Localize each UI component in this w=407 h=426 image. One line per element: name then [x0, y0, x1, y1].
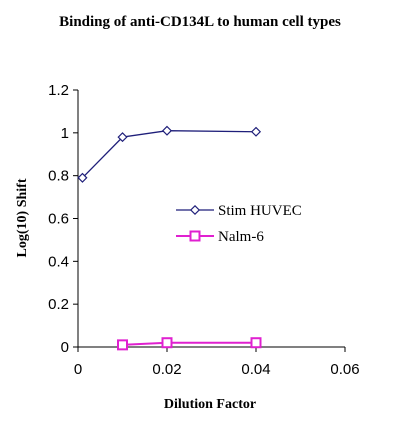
- data-point: [161, 125, 173, 136]
- x-tick-label: 0.06: [330, 361, 359, 378]
- series-stim-huvec: [77, 125, 262, 183]
- data-point: [77, 172, 88, 183]
- x-tick-label: 0: [74, 361, 82, 378]
- x-tick-label: 0.02: [152, 361, 181, 378]
- legend-item-nalm-6: Nalm-6: [176, 229, 264, 245]
- data-point: [250, 337, 262, 349]
- x-tick-labels: 0 0.02 0.04 0.06: [74, 361, 360, 378]
- series-line-stim-huvec: [81, 130, 257, 179]
- legend-label-stim-huvec: Stim HUVEC: [218, 203, 302, 219]
- data-point: [161, 337, 173, 349]
- y-tick-label: 1: [61, 125, 69, 142]
- legend-label-nalm-6: Nalm-6: [218, 229, 264, 245]
- legend-marker-nalm-6: [189, 230, 201, 242]
- y-tick-label: 0.2: [48, 296, 69, 313]
- series-nalm-6: [117, 337, 262, 351]
- x-tick-label: 0.04: [241, 361, 270, 378]
- legend-item-stim-huvec: Stim HUVEC: [176, 203, 302, 219]
- x-axis-label: Dilution Factor: [164, 397, 256, 412]
- y-tick-label: 0.4: [48, 253, 69, 270]
- legend-marker-stim-huvec: [189, 204, 201, 216]
- y-tick-label: 0.8: [48, 168, 69, 185]
- series-layer: [77, 125, 262, 351]
- data-point: [117, 339, 128, 351]
- data-point: [117, 132, 128, 143]
- y-tick-labels: 0 0.2 0.4 0.6 0.8 1 1.2: [48, 82, 69, 356]
- axes: [73, 89, 346, 352]
- y-tick-label: 0: [61, 339, 69, 356]
- series-line-nalm-6: [122, 341, 256, 346]
- y-axis-label: Log(10) Shift: [15, 178, 30, 257]
- y-tick-label: 1.2: [48, 82, 69, 99]
- legend: Stim HUVEC Nalm-6: [176, 203, 302, 245]
- y-tick-label: 0.6: [48, 211, 69, 228]
- chart-title: Binding of anti-CD134L to human cell typ…: [59, 14, 341, 30]
- data-point: [250, 126, 262, 137]
